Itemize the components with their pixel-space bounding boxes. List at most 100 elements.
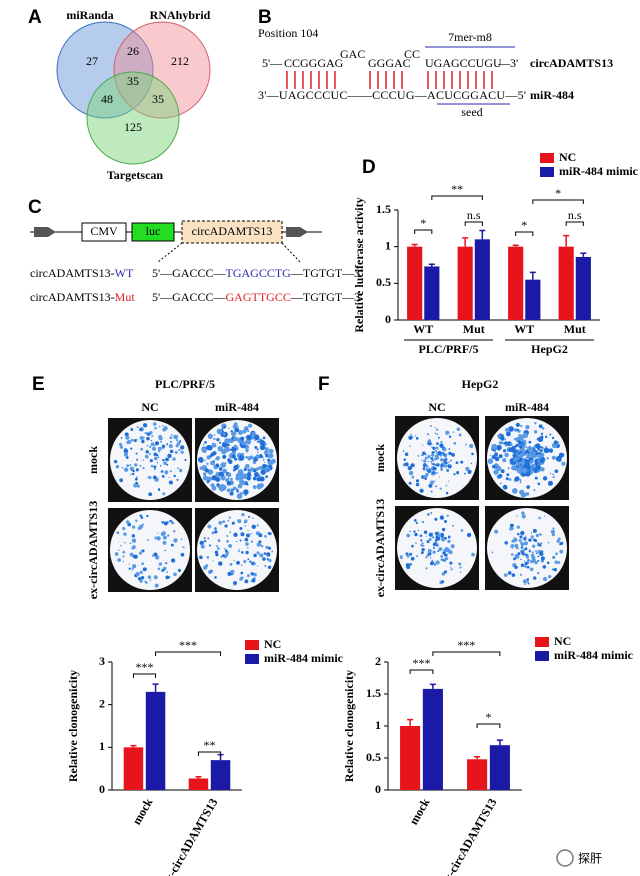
- seq-part: 5'—GACCC—: [152, 290, 227, 304]
- colony: [434, 432, 437, 435]
- colony: [399, 555, 403, 559]
- colony: [425, 472, 429, 477]
- colony: [150, 464, 154, 468]
- colony: [262, 463, 267, 468]
- colony: [552, 555, 556, 560]
- colony: [438, 547, 443, 552]
- colony: [519, 445, 523, 449]
- colony: [149, 459, 153, 463]
- colony: [133, 439, 137, 443]
- colony: [165, 575, 170, 580]
- colony: [176, 441, 181, 445]
- colony: [498, 441, 503, 445]
- colony: [436, 463, 440, 467]
- colony: [452, 431, 455, 433]
- colony: [130, 447, 133, 450]
- colony: [158, 434, 163, 439]
- colony: [541, 427, 545, 430]
- colony: [218, 561, 223, 566]
- colony: [177, 568, 182, 573]
- colony: [226, 554, 229, 556]
- colony: [444, 458, 447, 461]
- colony: [146, 514, 149, 518]
- colony: [215, 456, 220, 461]
- colony: [257, 451, 259, 453]
- variant: WT: [115, 266, 134, 280]
- colony: [535, 550, 538, 552]
- colony: [114, 552, 119, 556]
- colony: [524, 562, 528, 566]
- colony: [241, 473, 248, 480]
- colony: [259, 454, 263, 458]
- colony: [135, 571, 140, 577]
- colony: [439, 487, 442, 490]
- colony: [162, 540, 167, 545]
- colony: [435, 560, 440, 565]
- colony: [207, 524, 212, 529]
- colony: [157, 450, 161, 453]
- colony: [444, 461, 448, 465]
- colony: [509, 523, 514, 528]
- colony: [520, 424, 523, 427]
- colony: [211, 531, 215, 535]
- colony: [522, 432, 529, 439]
- error-bar: [512, 244, 519, 247]
- colony: [115, 464, 120, 469]
- colony: [517, 547, 519, 550]
- colony: [434, 517, 438, 521]
- colony: [508, 478, 512, 481]
- colony: [247, 468, 250, 472]
- colony: [436, 544, 439, 547]
- colony: [227, 571, 232, 576]
- colony: [141, 436, 145, 440]
- colony: [510, 553, 514, 556]
- colony: [217, 539, 221, 543]
- colony: [120, 437, 123, 439]
- colony: [410, 433, 413, 436]
- colony: [252, 485, 257, 489]
- colony: [514, 476, 520, 482]
- colony: [218, 521, 223, 525]
- colony: [229, 531, 232, 533]
- colony: [214, 530, 218, 534]
- colony: [140, 550, 143, 552]
- colony: [217, 547, 220, 550]
- colony: [124, 541, 126, 544]
- colony: [213, 434, 216, 436]
- colony: [247, 529, 249, 532]
- colony: [169, 440, 173, 444]
- colony: [421, 547, 425, 552]
- colony: [153, 552, 158, 557]
- colony: [494, 456, 500, 462]
- colony: [216, 544, 219, 548]
- colony: [517, 440, 522, 444]
- colony: [263, 552, 267, 555]
- colony: [420, 544, 422, 546]
- colony: [129, 552, 134, 557]
- colony: [268, 558, 272, 563]
- colony: [553, 440, 558, 445]
- colony: [525, 424, 530, 430]
- x-tick-label: WT: [514, 322, 534, 336]
- venn-region-count: 35: [152, 92, 164, 106]
- colony: [132, 469, 135, 473]
- colony: [435, 451, 439, 454]
- colony: [206, 444, 212, 451]
- colony: [550, 529, 556, 534]
- colony: [415, 542, 417, 544]
- colony: [123, 452, 128, 457]
- group-label: PLC/PRF/5: [419, 342, 479, 356]
- colony: [252, 517, 254, 519]
- colony: [524, 457, 527, 459]
- x-tick-label: Mut: [564, 322, 586, 336]
- colony: [431, 532, 434, 535]
- colony: [535, 552, 538, 555]
- seed-label: seed: [461, 105, 482, 119]
- colony: [423, 545, 425, 547]
- row-label: mock: [86, 446, 100, 474]
- colony: [199, 555, 203, 560]
- colony: [517, 449, 521, 453]
- colony: [432, 466, 437, 471]
- colony: [150, 440, 152, 442]
- colony: [526, 565, 530, 569]
